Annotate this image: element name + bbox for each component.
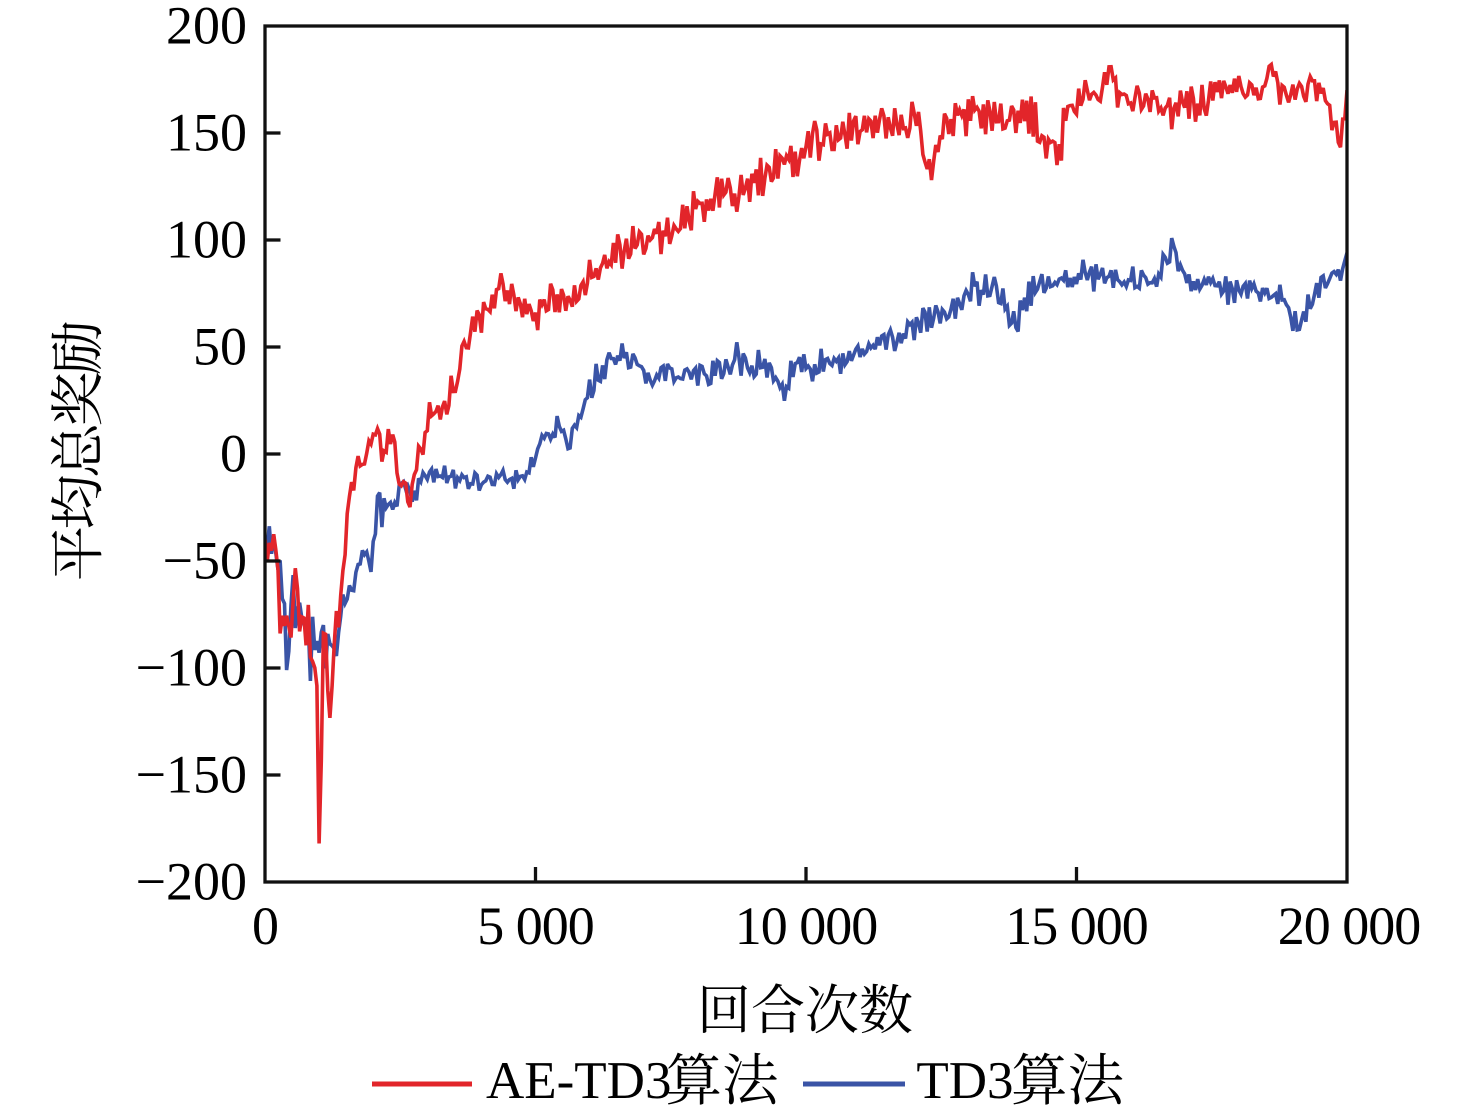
svg-text:0: 0 xyxy=(252,896,278,956)
svg-text:−200: −200 xyxy=(136,852,247,912)
svg-text:−50: −50 xyxy=(163,531,247,591)
svg-text:150: 150 xyxy=(166,103,247,163)
svg-text:0: 0 xyxy=(220,424,247,484)
svg-text:−100: −100 xyxy=(136,638,247,698)
svg-text:TD3: TD3 xyxy=(916,1052,1013,1110)
svg-text:15 000: 15 000 xyxy=(1005,896,1148,956)
svg-text:10 000: 10 000 xyxy=(735,896,878,956)
svg-text:AE-TD3: AE-TD3 xyxy=(486,1052,671,1110)
svg-text:100: 100 xyxy=(166,210,247,270)
svg-text:−150: −150 xyxy=(136,745,247,805)
svg-text:5 000: 5 000 xyxy=(477,896,594,956)
svg-text:200: 200 xyxy=(166,0,247,56)
svg-text:50: 50 xyxy=(193,317,247,377)
svg-text:20 000: 20 000 xyxy=(1278,896,1421,956)
